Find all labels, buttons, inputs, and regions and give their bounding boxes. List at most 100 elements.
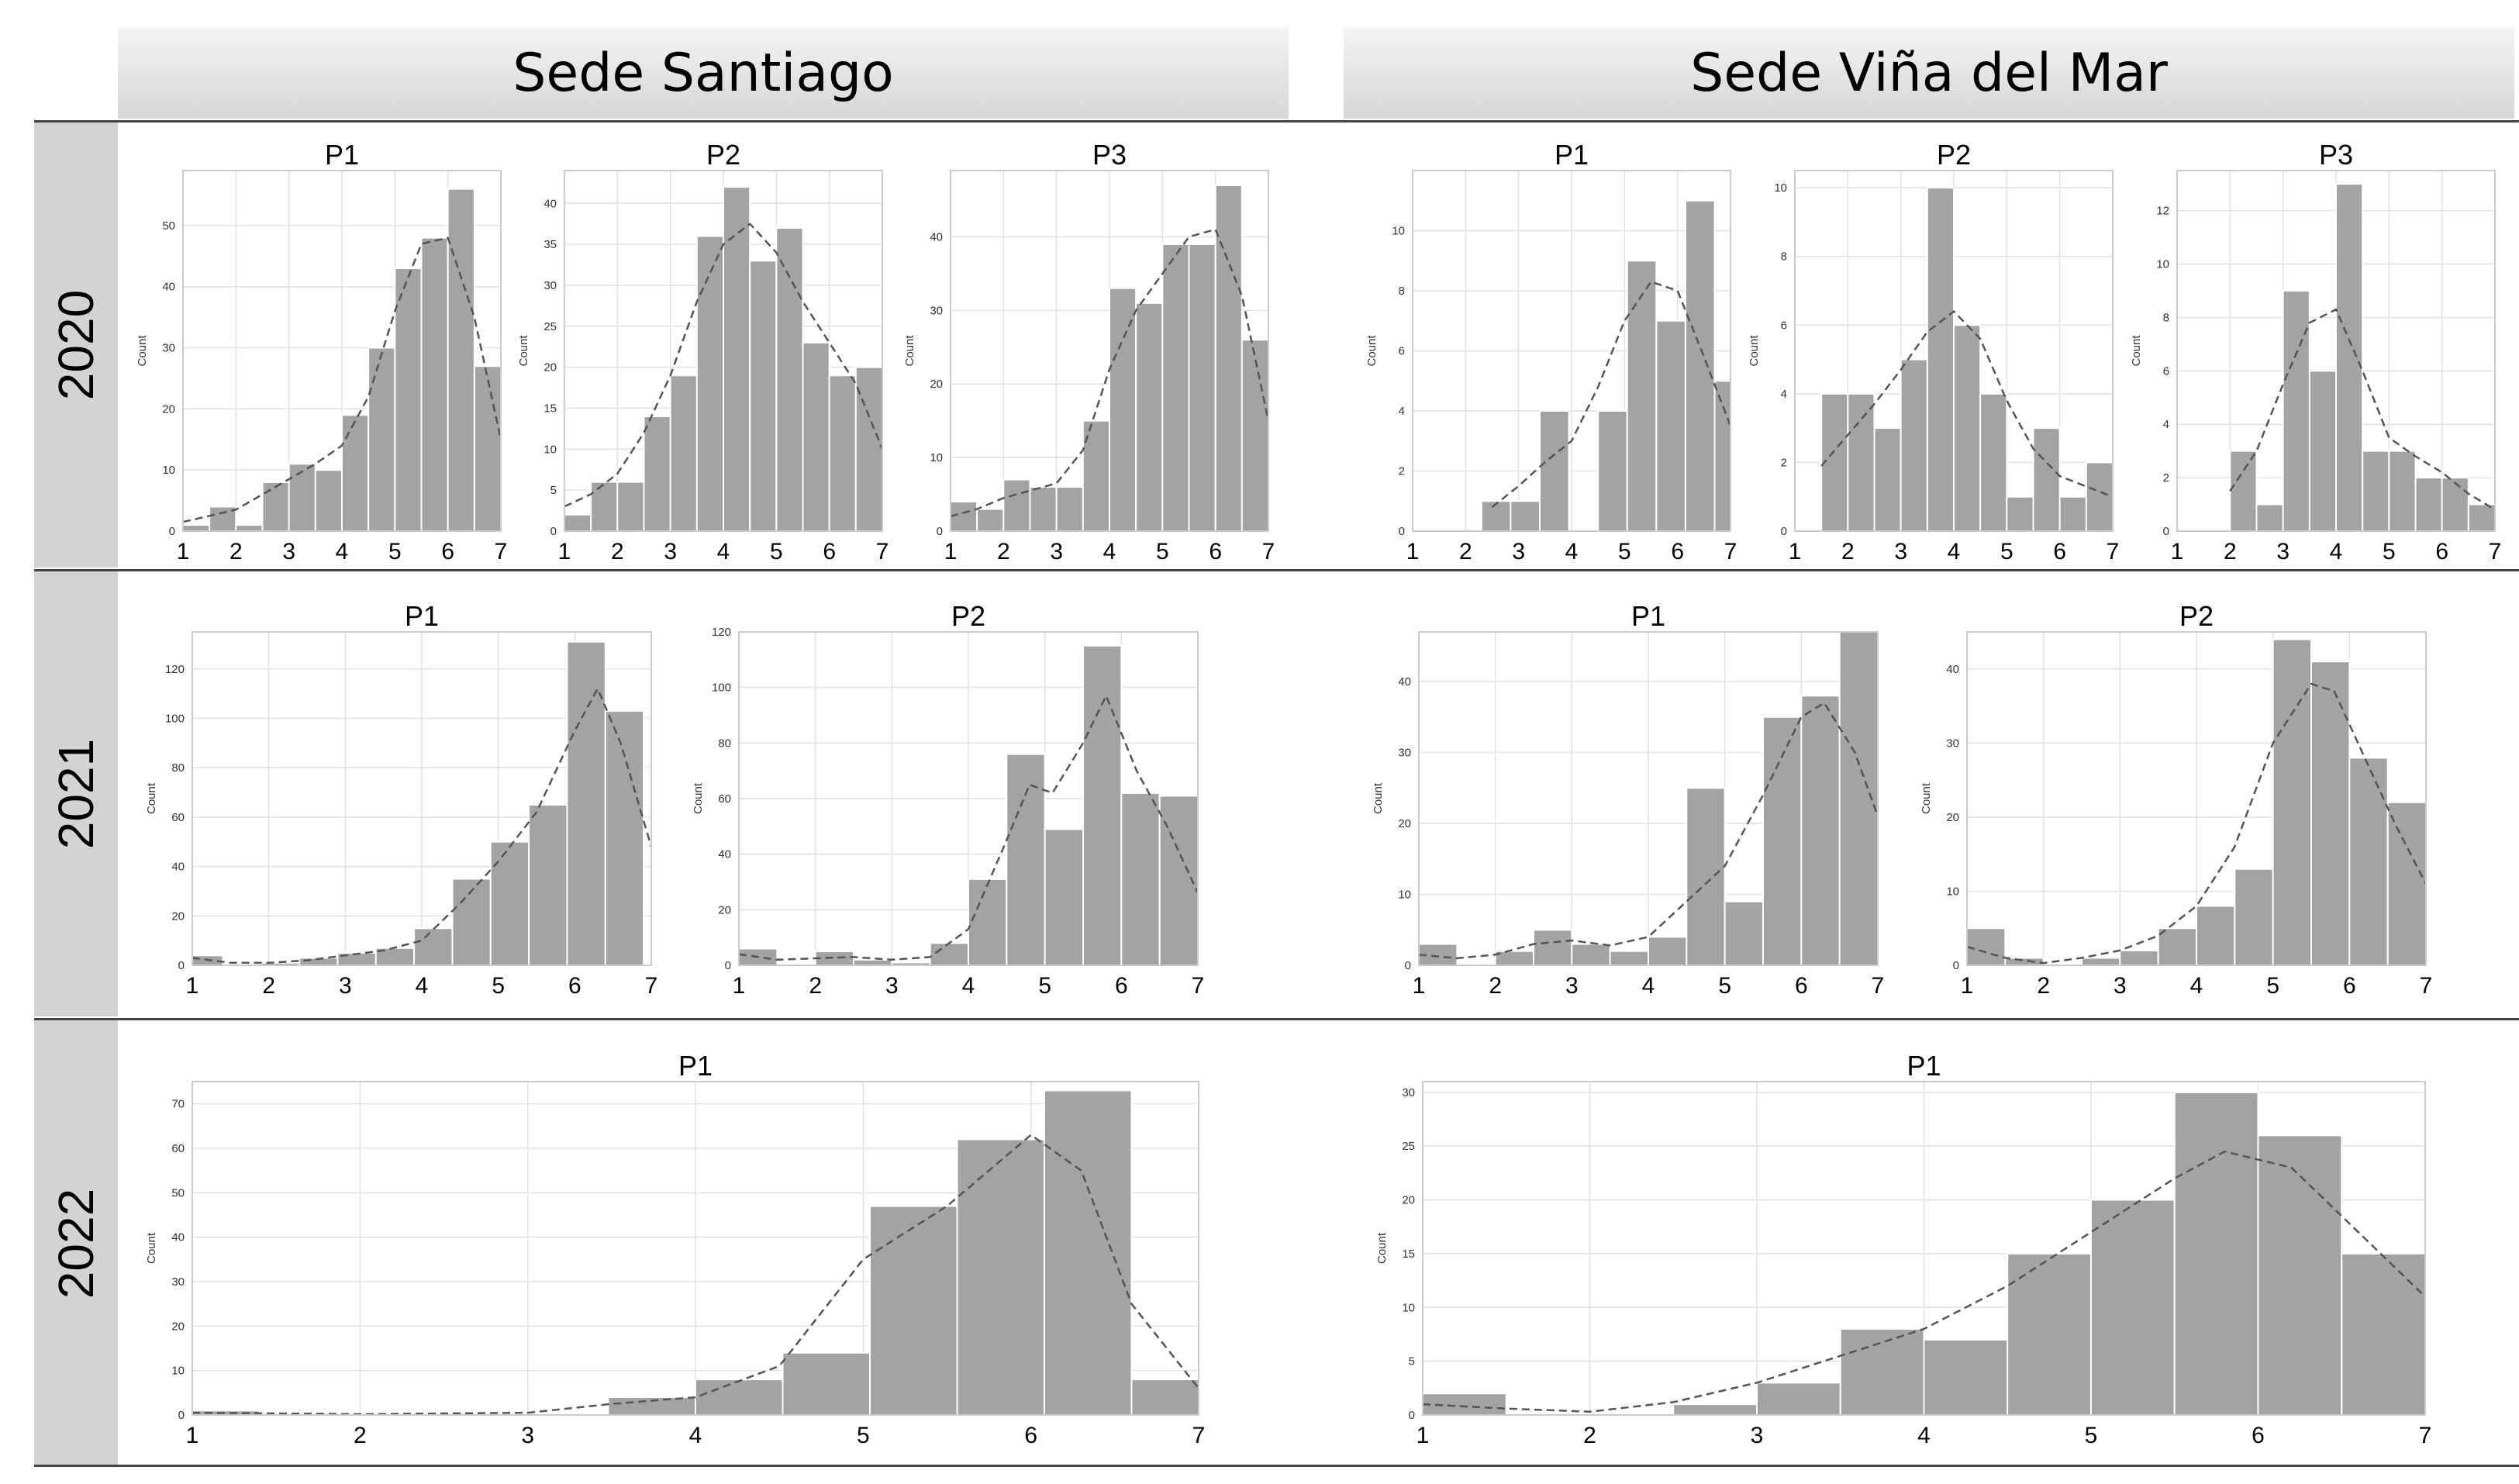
histogram-bar (2467, 503, 2495, 531)
x-tick-label: 2 (229, 539, 243, 564)
row-divider (34, 120, 2519, 123)
x-tick-label: 7 (2107, 539, 2120, 564)
histogram-bar (1120, 792, 1161, 965)
y-tick-label: 60 (171, 1142, 185, 1155)
histogram-bar (1967, 927, 2007, 965)
x-tick-label: 6 (2053, 539, 2066, 564)
y-tick-label: 10 (543, 443, 557, 456)
x-tick-label: 1 (558, 539, 571, 564)
histogram-bar (447, 188, 475, 531)
histogram-bar (528, 803, 568, 965)
histogram-bar (1241, 339, 1268, 531)
y-tick-label: 40 (1946, 663, 1959, 676)
x-tick-label: 5 (1156, 539, 1169, 564)
histogram-bar (951, 501, 978, 531)
histogram-bar (1043, 1089, 1133, 1415)
y-tick-label: 25 (1402, 1140, 1415, 1153)
histogram-bar (2335, 183, 2364, 531)
histogram-bar (749, 260, 778, 531)
y-tick-label: 30 (1402, 1086, 1415, 1099)
histogram-bar (1684, 199, 1716, 531)
x-tick-label: 5 (2000, 539, 2013, 564)
x-tick-label: 5 (2383, 539, 2396, 564)
x-tick-label: 2 (1459, 539, 1472, 564)
x-tick-label: 7 (2420, 973, 2433, 999)
x-tick-label: 6 (1024, 1423, 1037, 1448)
histogram-bar (968, 878, 1008, 965)
y-tick-label: 4 (1399, 405, 1405, 418)
histogram-panel: P2 0 10 20 30 40 1 2 3 4 5 6 7 Count (1920, 600, 2432, 999)
subplot-title: P1 (1555, 139, 1589, 171)
x-tick-label: 2 (1841, 539, 1855, 564)
y-tick-label: 6 (1399, 345, 1405, 358)
y-tick-label: 60 (171, 811, 185, 824)
x-tick-label: 1 (1413, 973, 1426, 999)
histogram-bar (2388, 450, 2417, 531)
histogram-bar (564, 513, 592, 531)
histogram-bar (1480, 500, 1512, 531)
x-tick-label: 1 (944, 539, 958, 564)
x-tick-label: 2 (997, 539, 1010, 564)
y-axis-label: Count (1748, 335, 1761, 367)
histogram-bar (451, 878, 492, 965)
y-tick-label: 20 (543, 361, 557, 374)
histogram-bar (1953, 324, 1982, 531)
y-tick-label: 0 (178, 1409, 185, 1422)
y-tick-label: 20 (718, 903, 731, 916)
y-tick-label: 40 (718, 848, 731, 861)
x-tick-label: 6 (2252, 1423, 2265, 1448)
histogram-bar (1494, 950, 1534, 965)
kde-curve (183, 236, 501, 523)
year-band-2021 (34, 571, 118, 1016)
histogram-bar (2386, 801, 2426, 965)
histogram-bar (2119, 949, 2159, 965)
x-tick-label: 7 (2419, 1423, 2432, 1448)
subplot-title: P2 (706, 139, 740, 171)
x-tick-label: 7 (876, 539, 889, 564)
histogram-bar (1006, 753, 1046, 965)
histogram-bar (2058, 495, 2087, 531)
x-tick-label: 7 (1192, 1423, 1206, 1448)
x-tick-label: 4 (962, 973, 975, 999)
x-tick-label: 4 (1917, 1423, 1931, 1448)
y-tick-label: 0 (169, 525, 175, 538)
x-tick-label: 4 (1642, 973, 1655, 999)
histogram-bar (1655, 319, 1686, 531)
histogram-bar (2234, 868, 2274, 965)
histogram-bar (1926, 187, 1955, 531)
histogram-panel: P1 0 10 20 30 40 50 1 2 3 4 5 6 7 Count (136, 139, 507, 564)
histogram-bar (1756, 1382, 1841, 1415)
y-tick-label: 30 (162, 342, 175, 355)
kde-curve (192, 688, 651, 965)
y-tick-label: 0 (2163, 525, 2169, 538)
x-tick-label: 1 (1406, 539, 1420, 564)
x-tick-label: 1 (1961, 973, 1974, 999)
histogram-bar (868, 1205, 958, 1415)
y-tick-label: 80 (718, 737, 731, 750)
y-tick-label: 30 (543, 279, 557, 292)
y-tick-label: 0 (725, 959, 731, 972)
histogram-bar (814, 951, 854, 965)
plot-frame (1418, 631, 1879, 966)
kde-curve (1419, 702, 1878, 960)
histogram-bar (1597, 410, 1628, 531)
subplot-title: P1 (1631, 600, 1665, 632)
y-tick-label: 20 (1946, 811, 1959, 824)
y-tick-label: 10 (1946, 885, 1959, 898)
subplot-title: P1 (325, 139, 359, 171)
histogram-bar (2308, 370, 2337, 531)
histogram-bar (1762, 716, 1803, 965)
y-tick-label: 100 (165, 712, 185, 725)
histogram-bar (2348, 757, 2389, 965)
plot-frame (192, 1081, 1199, 1416)
subplot-title: P1 (405, 600, 439, 632)
y-tick-label: 40 (1398, 675, 1411, 689)
y-tick-label: 40 (930, 230, 943, 243)
histogram-bar (2441, 477, 2469, 531)
plot-frame (738, 631, 1199, 966)
y-tick-label: 120 (165, 663, 185, 676)
histogram-bar (1672, 1403, 1758, 1415)
x-tick-label: 3 (1565, 973, 1579, 999)
histogram-bar (1839, 1328, 1925, 1415)
